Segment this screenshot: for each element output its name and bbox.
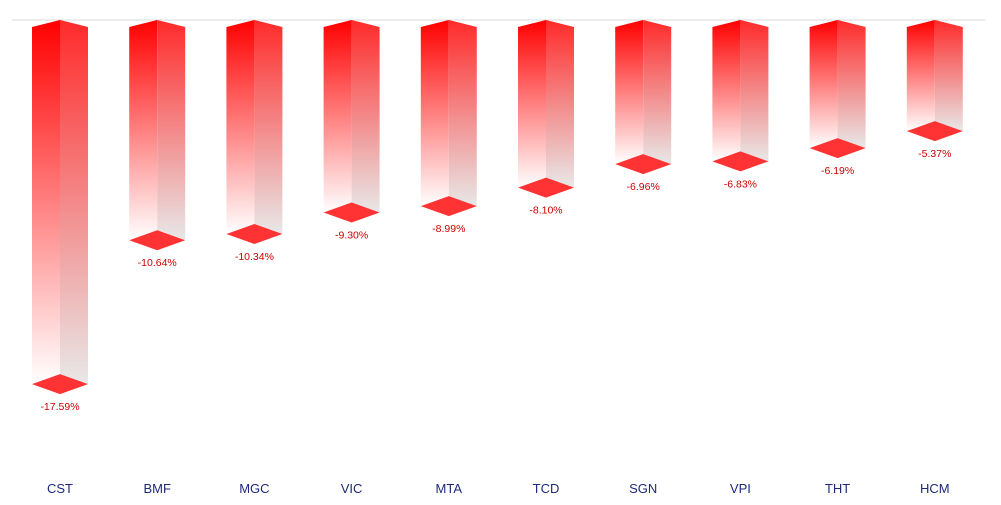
value-label-vic: -9.30% (335, 230, 368, 242)
bar-side-face (837, 20, 866, 149)
category-label-bmf: BMF (143, 481, 171, 496)
category-label-cst: CST (47, 481, 73, 496)
bar-sgn (615, 20, 672, 175)
category-label-vpi: VPI (730, 481, 751, 496)
bar-mta (420, 20, 477, 217)
bar-cap (32, 374, 88, 395)
category-label-tht: THT (825, 481, 850, 496)
bar-side-face (643, 20, 672, 165)
bar-side-face (60, 20, 88, 385)
bar-vpi (712, 20, 769, 172)
bar-cap (323, 202, 380, 223)
bar-mgc (226, 20, 283, 245)
value-label-mgc: -10.34% (235, 251, 274, 263)
bar-cap (518, 177, 574, 198)
value-label-vpi: -6.83% (724, 178, 757, 190)
value-label-mta: -8.99% (432, 223, 465, 235)
value-label-cst: -17.59% (40, 401, 79, 413)
bar-front-face (32, 20, 60, 385)
category-label-mta: MTA (436, 481, 463, 496)
bar-cap (129, 230, 186, 251)
category-label-tcd: TCD (533, 481, 560, 496)
bar-tcd (518, 20, 574, 198)
bar-hcm (906, 20, 963, 142)
bar-cst (32, 20, 88, 395)
bar-side-face (157, 20, 186, 241)
bar-front-face (906, 20, 935, 132)
bar-front-face (809, 20, 838, 149)
bar-cap (615, 154, 672, 175)
value-label-tcd: -8.10% (529, 205, 562, 217)
bar-side-face (934, 20, 963, 132)
bars-layer (32, 20, 963, 395)
bar-front-face (518, 20, 546, 188)
value-label-bmf: -10.64% (138, 257, 177, 269)
bar-side-face (351, 20, 380, 213)
bar-cap (712, 151, 769, 172)
bar-side-face (546, 20, 574, 188)
bar-cap (906, 121, 963, 142)
bar-side-face (740, 20, 769, 162)
bar-vic (323, 20, 380, 223)
bar-side-face (448, 20, 477, 207)
category-label-mgc: MGC (239, 481, 269, 496)
bar-front-face (420, 20, 449, 207)
bar-tht (809, 20, 866, 159)
value-label-tht: -6.19% (821, 165, 854, 177)
value-label-sgn: -6.96% (627, 181, 660, 193)
bar-side-face (254, 20, 283, 235)
category-label-sgn: SGN (629, 481, 657, 496)
bar-front-face (712, 20, 741, 162)
bar-front-face (129, 20, 158, 241)
category-label-hcm: HCM (920, 481, 950, 496)
bar-cap (226, 224, 283, 245)
bar-front-face (323, 20, 352, 213)
bar-bmf (129, 20, 186, 251)
bar-cap (809, 138, 866, 159)
bar-front-face (615, 20, 644, 165)
bar-cap (420, 196, 477, 217)
bar-front-face (226, 20, 255, 235)
category-label-vic: VIC (341, 481, 363, 496)
labels-layer: -17.59% CST -10.64% BMF -10.34% MGC -9.30% VIC -… (40, 148, 951, 496)
value-label-hcm: -5.37% (918, 148, 951, 160)
